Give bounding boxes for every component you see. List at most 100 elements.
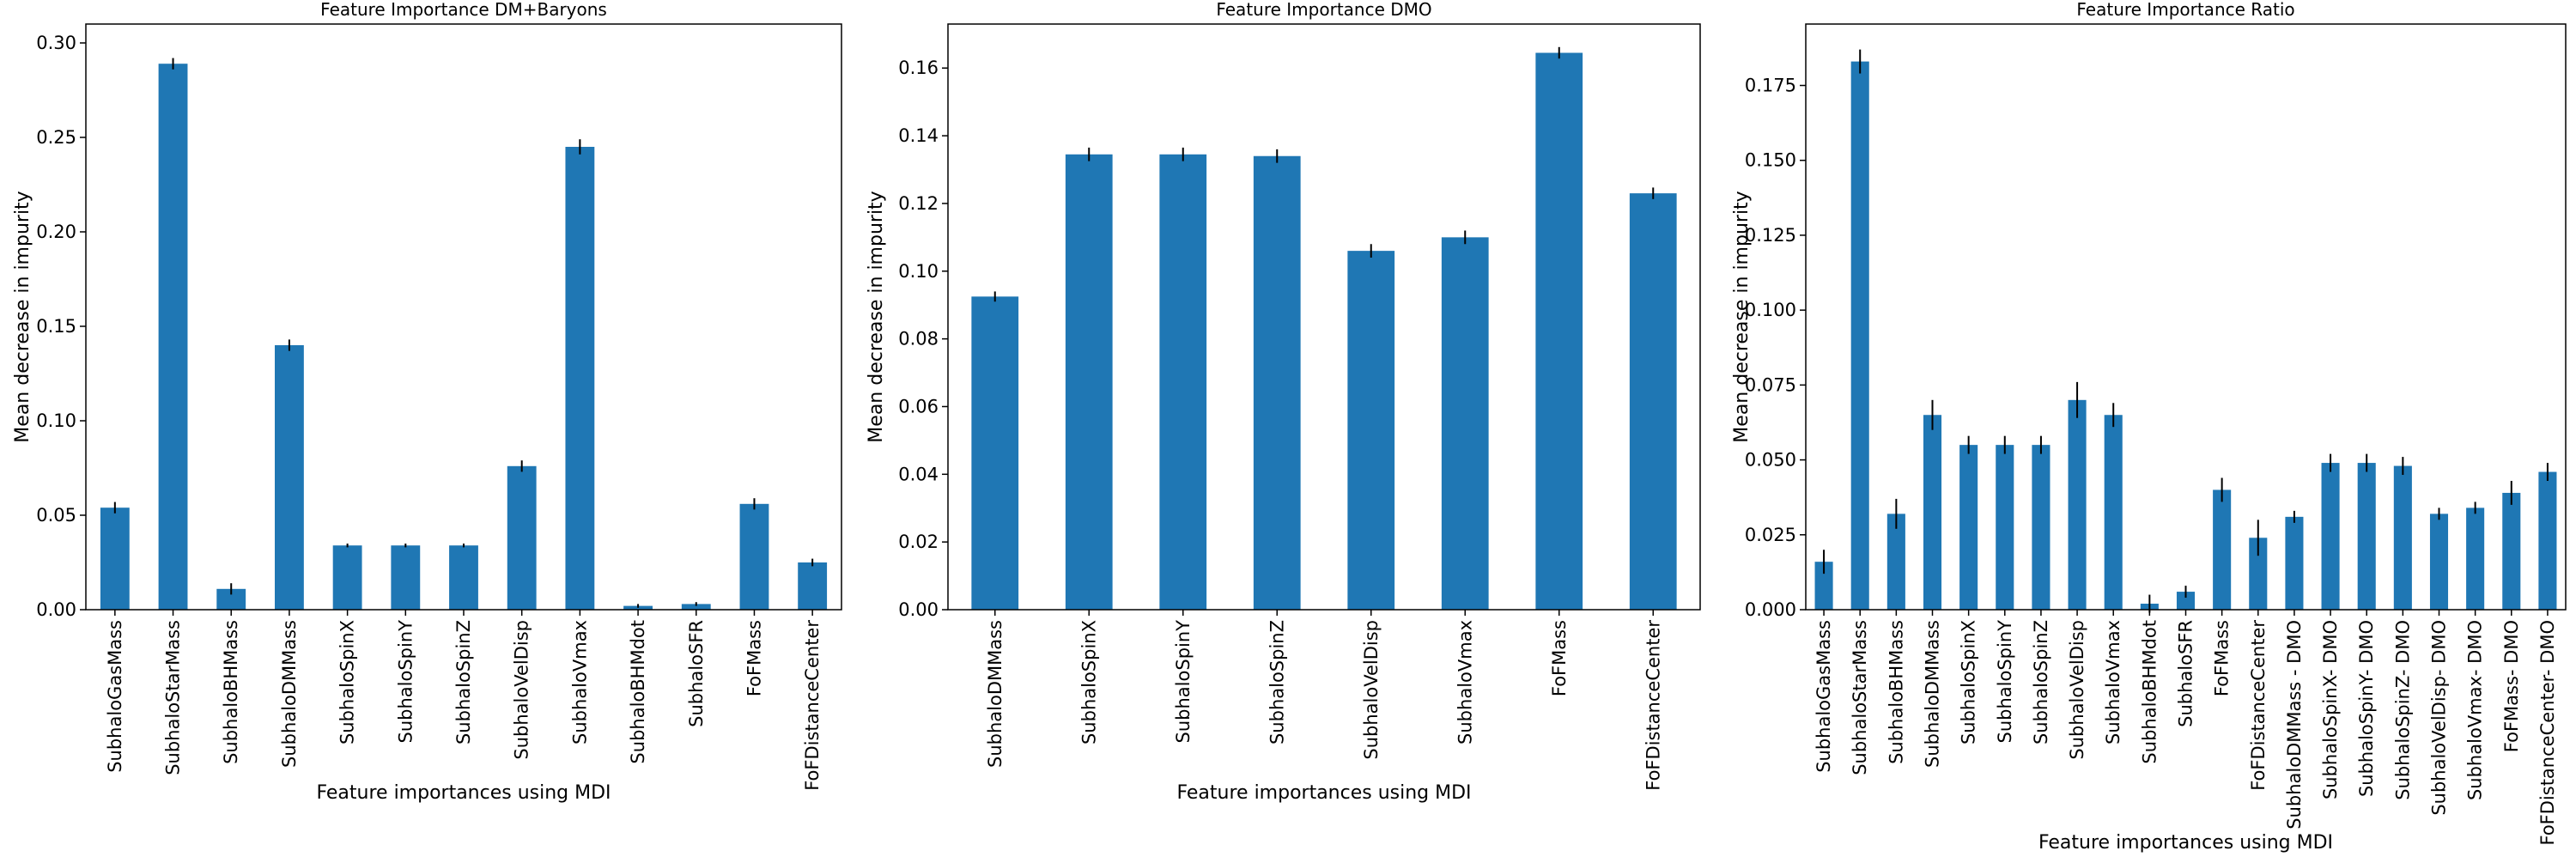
x-tick-label: SubhaloBHMass bbox=[1886, 620, 1906, 764]
x-tick-label: FoFDistanceCenter- DMO bbox=[2537, 620, 2558, 846]
plot-frame bbox=[947, 23, 1701, 611]
y-tick-label: 0.025 bbox=[1745, 525, 1796, 545]
chart-title: Feature Importance Ratio bbox=[2076, 0, 2294, 20]
bar-SubhaloGasMass bbox=[1814, 562, 1833, 610]
x-tick-label: FoFMass- DMO bbox=[2501, 620, 2522, 752]
x-tick-label: FoFDistanceCenter bbox=[1643, 620, 1663, 791]
x-tick-label: FoFMass bbox=[1549, 620, 1570, 696]
x-tick-label: SubhaloVmax bbox=[1455, 620, 1475, 744]
plot-frame bbox=[85, 23, 842, 611]
x-tick-label: SubhaloDMMass - DMO bbox=[2284, 620, 2305, 830]
y-tick-label: 0.04 bbox=[898, 464, 939, 484]
x-tick-label: SubhaloGasMass bbox=[105, 620, 125, 773]
y-tick-label: 0.10 bbox=[898, 261, 939, 282]
y-tick-label: 0.150 bbox=[1745, 150, 1796, 171]
y-tick-label: 0.00 bbox=[898, 599, 939, 620]
bar-SubhaloDMMass bbox=[1923, 415, 1942, 610]
bar-SubhaloDMMass bbox=[971, 296, 1019, 610]
x-tick-label: SubhaloStarMass bbox=[1850, 620, 1870, 775]
y-tick-label: 0.175 bbox=[1745, 76, 1796, 96]
y-axis-label: Mean decrease in impurity bbox=[866, 191, 887, 442]
x-tick-label: SubhaloSpinX- DMO bbox=[2320, 620, 2341, 799]
x-tick-label: SubhaloSpinY bbox=[1995, 620, 2015, 744]
y-tick-label: 0.125 bbox=[1745, 225, 1796, 246]
bar-SubhaloVelDisp bbox=[507, 465, 537, 610]
bar-FoFDistanceCenter-DMO bbox=[2538, 471, 2557, 610]
x-tick-label: SubhaloDMMass bbox=[279, 620, 300, 768]
bar-SubhaloSpinY bbox=[1996, 445, 2014, 610]
x-tick-label: SubhaloGasMass bbox=[1814, 620, 1834, 773]
y-tick-label: 0.02 bbox=[898, 532, 939, 552]
bar-SubhaloVelDisp bbox=[1347, 251, 1395, 610]
bar-SubhaloSFR bbox=[2176, 592, 2196, 610]
x-axis-label: Feature importances using MDI bbox=[316, 782, 611, 804]
chart-title: Feature Importance DM+Baryons bbox=[320, 0, 607, 20]
x-tick-label: SubhaloDMMass bbox=[985, 620, 1005, 768]
x-tick-label: SubhaloDMMass bbox=[1923, 620, 1943, 768]
x-tick-label: SubhaloVelDisp bbox=[1361, 620, 1382, 760]
x-tick-label: SubhaloSpinY bbox=[1173, 620, 1194, 744]
y-tick-label: 0.12 bbox=[898, 193, 939, 214]
y-tick-label: 0.25 bbox=[36, 127, 76, 148]
x-tick-label: SubhaloSpinX bbox=[1078, 620, 1099, 744]
y-tick-label: 0.20 bbox=[36, 222, 76, 242]
bar-SubhaloDMMass-DMO bbox=[2285, 516, 2304, 610]
x-tick-label: SubhaloSpinZ bbox=[2031, 620, 2051, 744]
bar-SubhaloStarMass bbox=[1850, 61, 1869, 610]
bar-FoFMass bbox=[2213, 489, 2232, 610]
y-tick-label: 0.05 bbox=[36, 505, 76, 526]
bar-SubhaloStarMass bbox=[158, 64, 188, 610]
bar-FoFMass bbox=[739, 503, 769, 610]
bar-SubhaloSFR bbox=[681, 604, 711, 610]
x-tick-label: SubhaloBHMdot bbox=[628, 620, 648, 764]
x-tick-label: SubhaloSFR bbox=[686, 620, 707, 727]
bar-SubhaloSpinZ bbox=[449, 545, 478, 610]
x-tick-label: SubhaloSpinX bbox=[1959, 620, 1979, 744]
y-tick-label: 0.00 bbox=[36, 599, 76, 620]
y-tick-label: 0.14 bbox=[898, 125, 939, 146]
x-tick-label: SubhaloVelDisp bbox=[2067, 620, 2087, 760]
y-tick-label: 0.16 bbox=[898, 58, 939, 78]
bar-SubhaloSpinY bbox=[391, 545, 421, 610]
y-axis-label: Mean decrease in impurity bbox=[12, 191, 33, 442]
x-tick-label: SubhaloSpinZ bbox=[453, 620, 474, 744]
x-tick-label: SubhaloSpinY bbox=[395, 620, 416, 744]
x-tick-label: SubhaloSpinZ- DMO bbox=[2392, 620, 2413, 800]
bar-SubhaloSpinX bbox=[1065, 154, 1113, 611]
x-tick-label: SubhaloVelDisp bbox=[512, 620, 532, 760]
bar-SubhaloVmax-DMO bbox=[2466, 507, 2485, 610]
bar-SubhaloGasMass bbox=[100, 507, 130, 610]
y-tick-label: 0.30 bbox=[36, 33, 76, 53]
y-axis-label: Mean decrease in impurity bbox=[1731, 191, 1753, 442]
bar-SubhaloSpinX bbox=[1959, 445, 1978, 610]
x-tick-label: SubhaloVmax bbox=[569, 620, 590, 744]
x-tick-label: SubhaloVmax bbox=[2103, 620, 2123, 744]
bar-SubhaloSpinX bbox=[332, 545, 362, 610]
x-tick-label: SubhaloVmax- DMO bbox=[2465, 620, 2486, 800]
x-axis-label: Feature importances using MDI bbox=[1176, 782, 1471, 804]
bar-SubhaloSpinY-DMO bbox=[2357, 463, 2376, 610]
y-tick-label: 0.08 bbox=[898, 329, 939, 349]
plot-frame bbox=[1805, 23, 2567, 611]
bar-SubhaloSpinZ bbox=[2032, 445, 2050, 610]
y-tick-label: 0.06 bbox=[898, 396, 939, 416]
bar-FoFDistanceCenter bbox=[2249, 538, 2268, 610]
bar-SubhaloSpinX-DMO bbox=[2321, 463, 2340, 610]
bar-FoFMass-DMO bbox=[2502, 492, 2521, 610]
bar-SubhaloVmax bbox=[565, 147, 595, 610]
y-tick-label: 0.075 bbox=[1745, 374, 1796, 395]
bar-FoFMass bbox=[1535, 52, 1583, 611]
x-axis-label: Feature importances using MDI bbox=[2038, 832, 2333, 854]
x-tick-label: SubhaloSpinX bbox=[337, 620, 358, 744]
x-tick-label: SubhaloBHMass bbox=[221, 620, 241, 764]
x-tick-label: FoFMass bbox=[744, 620, 764, 696]
y-tick-label: 0.15 bbox=[36, 316, 76, 337]
chart-title: Feature Importance DMO bbox=[1216, 0, 1431, 20]
y-tick-label: 0.100 bbox=[1745, 300, 1796, 320]
bar-SubhaloVelDisp-DMO bbox=[2429, 514, 2449, 610]
x-tick-label: FoFDistanceCenter bbox=[2248, 620, 2269, 791]
bar-FoFDistanceCenter bbox=[1629, 193, 1677, 610]
x-tick-label: FoFDistanceCenter bbox=[802, 620, 823, 791]
x-tick-label: SubhaloBHMdot bbox=[2139, 620, 2160, 764]
x-tick-label: SubhaloSpinY- DMO bbox=[2356, 620, 2377, 797]
